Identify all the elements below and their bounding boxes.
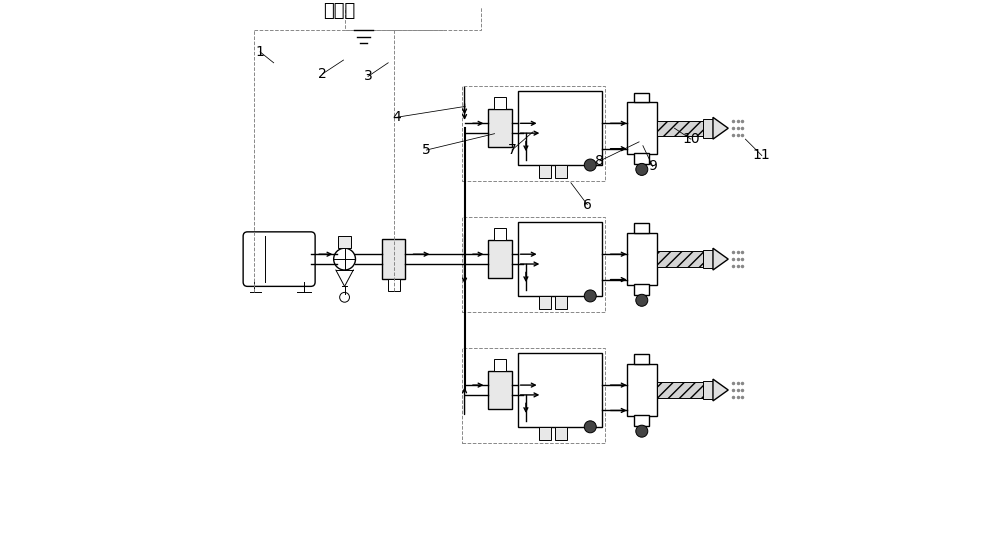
Bar: [494, 97, 506, 109]
Bar: [462, 348, 605, 443]
Bar: [488, 371, 512, 409]
Text: 9: 9: [648, 159, 657, 173]
Bar: [539, 165, 551, 178]
Text: 11: 11: [753, 149, 771, 163]
Bar: [657, 120, 703, 136]
FancyBboxPatch shape: [243, 232, 315, 286]
Text: 10: 10: [682, 132, 700, 146]
Bar: [488, 109, 512, 147]
Bar: [539, 296, 551, 309]
Polygon shape: [713, 248, 728, 270]
Bar: [634, 153, 649, 164]
Text: 6: 6: [583, 198, 592, 211]
Bar: [627, 364, 657, 416]
Text: 1: 1: [256, 45, 264, 59]
Circle shape: [636, 294, 648, 306]
Bar: [627, 233, 657, 285]
Bar: [494, 359, 506, 371]
Text: 控制器: 控制器: [323, 2, 355, 20]
Bar: [555, 165, 567, 178]
Bar: [703, 119, 713, 138]
Bar: [388, 279, 400, 291]
Bar: [634, 415, 649, 426]
Bar: [634, 224, 649, 233]
Bar: [539, 427, 551, 440]
Bar: [462, 217, 605, 312]
Bar: [703, 381, 713, 399]
Text: 7: 7: [508, 143, 516, 157]
Bar: [488, 240, 512, 278]
Bar: [627, 102, 657, 154]
Text: 4: 4: [392, 110, 401, 124]
Polygon shape: [713, 117, 728, 139]
Bar: [703, 250, 713, 269]
Text: 2: 2: [318, 67, 327, 80]
Bar: [518, 92, 602, 165]
Bar: [518, 223, 602, 296]
Bar: [494, 228, 506, 240]
Text: 3: 3: [364, 69, 372, 83]
Bar: [338, 236, 351, 248]
Circle shape: [584, 159, 596, 171]
Bar: [657, 251, 703, 267]
Bar: [382, 240, 405, 279]
Bar: [657, 382, 703, 397]
Bar: [462, 86, 605, 181]
Bar: [634, 354, 649, 364]
Bar: [634, 284, 649, 295]
Bar: [555, 296, 567, 309]
Text: 5: 5: [422, 143, 431, 157]
Circle shape: [584, 290, 596, 302]
Bar: [518, 353, 602, 427]
Polygon shape: [713, 379, 728, 401]
Bar: [555, 427, 567, 440]
Bar: [634, 93, 649, 102]
Circle shape: [584, 421, 596, 433]
Bar: [345, 0, 481, 30]
Text: 8: 8: [595, 154, 604, 168]
Circle shape: [636, 163, 648, 175]
Circle shape: [636, 425, 648, 437]
